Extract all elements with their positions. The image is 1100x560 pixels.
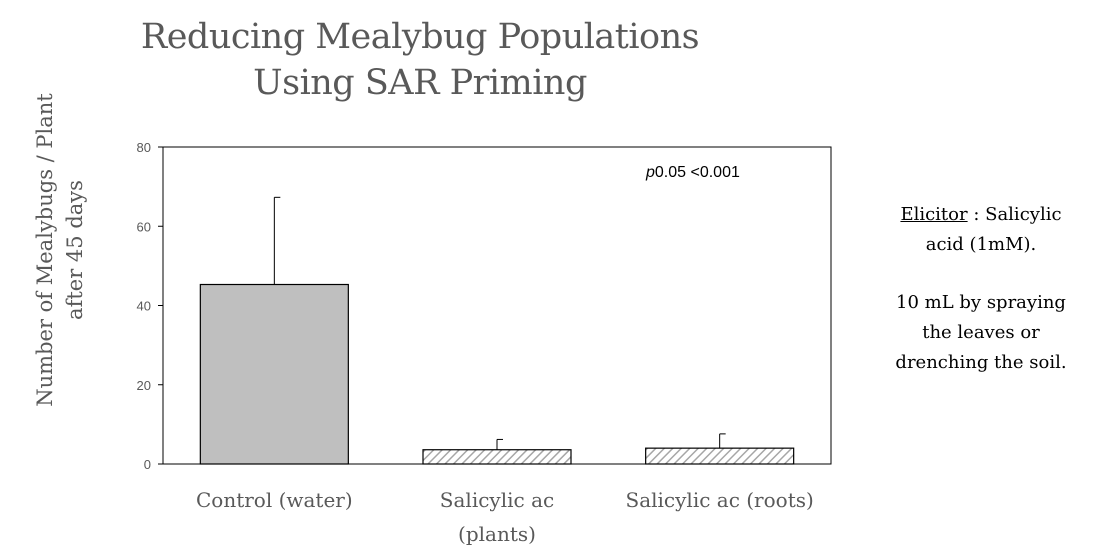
- elicitor-heading-rest: : Salicylic: [967, 204, 1062, 225]
- application-line-1: 10 mL by spraying: [896, 292, 1066, 313]
- y-tick-label: 60: [137, 219, 151, 234]
- application-line-3: drenching the soil.: [895, 352, 1067, 373]
- bar: [422, 449, 572, 465]
- bar: [645, 447, 795, 465]
- chart-title-line-1: Reducing Mealybug Populations: [140, 17, 700, 57]
- y-tick-label: 0: [144, 457, 151, 472]
- y-tick-label: 40: [137, 299, 151, 314]
- elicitor-note: Elicitor : Salicylic acid (1mM). 10 mL b…: [866, 200, 1096, 378]
- y-tick-label: 20: [137, 378, 151, 393]
- y-tick-label: 80: [137, 140, 151, 155]
- category-label: Salicylic ac: [440, 488, 554, 512]
- elicitor-line-2: acid (1mM).: [925, 234, 1037, 255]
- bar: [199, 283, 349, 465]
- chart-title: Reducing Mealybug Populations Using SAR …: [110, 14, 730, 106]
- elicitor-line-1: Elicitor : Salicylic: [866, 200, 1096, 230]
- application-line-2: the leaves or: [922, 322, 1040, 343]
- category-label: Control (water): [196, 488, 353, 512]
- significance-annotation: p0.05 <0.001: [645, 164, 740, 181]
- category-label: Salicylic ac (roots): [626, 488, 814, 512]
- category-label: (plants): [458, 522, 536, 546]
- chart-title-line-2: Using SAR Priming: [253, 63, 587, 103]
- elicitor-heading: Elicitor: [900, 204, 968, 225]
